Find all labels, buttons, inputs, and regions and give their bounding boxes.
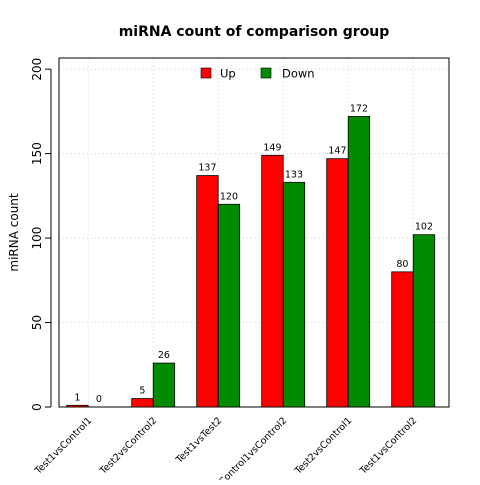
bar-down (347, 116, 371, 408)
data-label: 172 (350, 103, 368, 114)
legend-label-down: Down (282, 67, 315, 81)
y-tick-label: 100 (30, 227, 44, 250)
legend-swatch-up (200, 67, 212, 79)
y-tick-label: 200 (30, 58, 44, 81)
data-label: 102 (415, 222, 433, 233)
data-labels: 1 5 137 149 147 80 0 26 120 133 172 102 (74, 103, 433, 405)
x-tick-label: Test2vsControl2 (97, 415, 159, 477)
bar-up (66, 404, 89, 408)
x-tick-label: Test1vsTest2 (173, 415, 224, 466)
data-label: 26 (158, 350, 170, 361)
bar-down (412, 234, 436, 408)
plot-frame (58, 57, 450, 408)
chart-title: miRNA count of comparison group (119, 24, 390, 40)
x-tick-label: Test2vsControl1 (292, 415, 354, 477)
bars (66, 116, 436, 408)
y-axis-label: miRNA count (7, 193, 21, 272)
y-axis: 0 50 100 150 200 (30, 58, 52, 411)
legend-swatch-down (260, 67, 272, 79)
legend: Up Down (200, 67, 315, 81)
data-label: 120 (220, 191, 238, 202)
data-label: 147 (328, 146, 346, 157)
bar-up (196, 175, 219, 408)
bar-up (131, 398, 154, 408)
bar-down (217, 203, 241, 408)
data-label: 80 (396, 259, 408, 270)
bar-down (152, 362, 176, 408)
bar-up (261, 154, 284, 408)
data-label: 149 (263, 142, 281, 153)
grid-lines (59, 58, 449, 408)
x-tick-label: Test1vsControl2 (357, 415, 419, 477)
y-tick-label: 150 (30, 142, 44, 165)
data-label: 0 (96, 394, 102, 405)
y-tick-label: 0 (30, 403, 44, 411)
bar-down (282, 181, 306, 408)
data-label: 5 (139, 386, 145, 397)
x-axis: Test1vsControl1 Test2vsControl2 Test1vsTes… (32, 415, 419, 485)
data-label: 1 (74, 392, 80, 403)
legend-label-up: Up (220, 67, 236, 81)
data-label: 133 (285, 169, 303, 180)
x-tick-label: Control1vsControl2 (217, 415, 289, 480)
bar-up (391, 271, 414, 408)
x-tick-label: Test1vsControl1 (32, 415, 94, 477)
bar-up (326, 158, 349, 408)
y-tick-label: 50 (30, 315, 44, 330)
data-label: 137 (198, 163, 216, 174)
